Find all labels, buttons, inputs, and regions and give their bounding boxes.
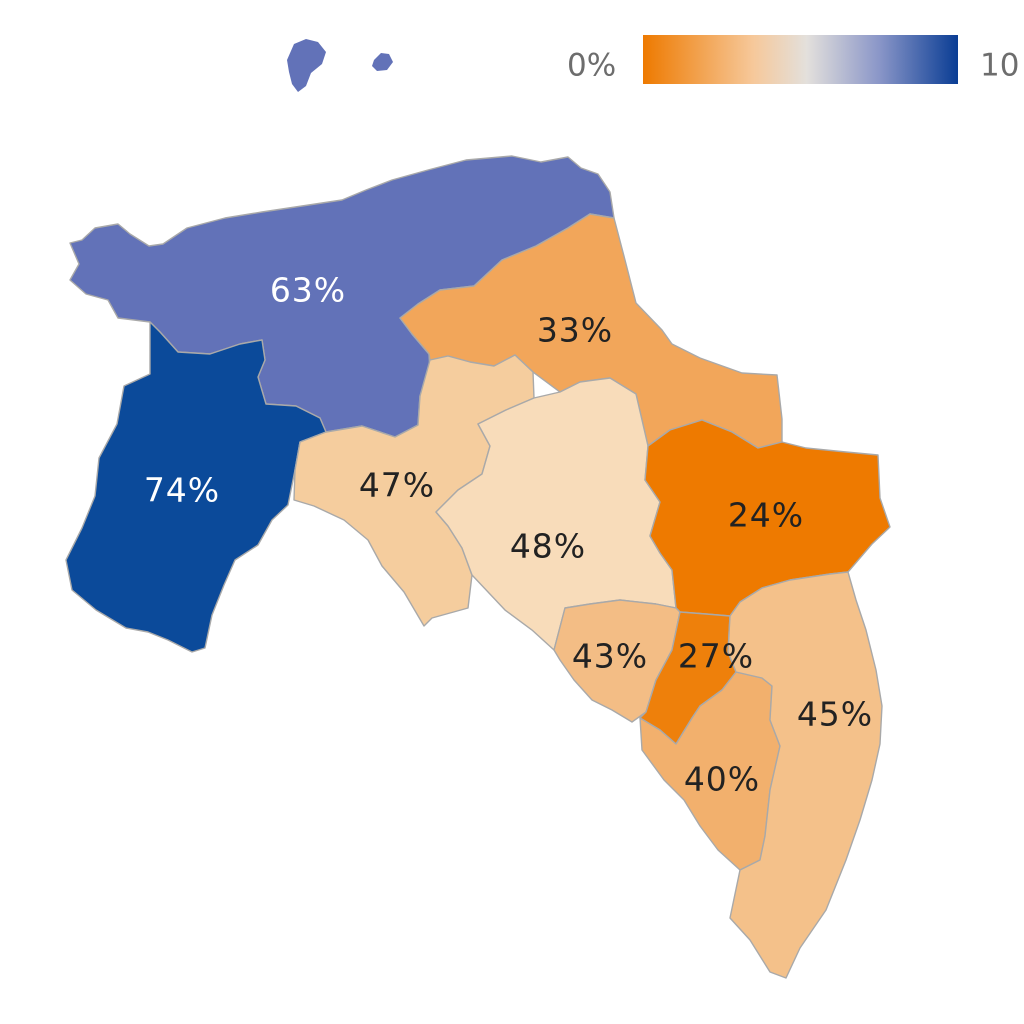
region-central-west: [293, 354, 535, 627]
island-large: [287, 39, 326, 92]
legend: 0% 10: [567, 35, 1019, 84]
region-labels: 63% 74% 33% 47% 48% 24% 43% 27% 40% 45%: [144, 271, 873, 799]
region-label-northeast: 33%: [537, 311, 613, 350]
island-small: [372, 53, 393, 71]
region-label-south-central: 27%: [678, 637, 754, 676]
legend-max-label: 10: [980, 48, 1019, 84]
region-label-east: 24%: [728, 496, 804, 535]
region-label-west: 74%: [144, 471, 220, 510]
region-label-north: 63%: [270, 271, 346, 310]
legend-gradient-bar: [643, 35, 958, 84]
region-label-south-west: 43%: [572, 637, 648, 676]
region-label-south: 40%: [684, 760, 760, 799]
legend-min-label: 0%: [567, 48, 616, 84]
region-label-southeast: 45%: [797, 695, 873, 734]
region-label-central-west: 47%: [359, 466, 435, 505]
islands: [287, 39, 393, 92]
region-southeast: [727, 571, 883, 979]
region-label-central: 48%: [510, 527, 586, 566]
regions: [65, 155, 891, 979]
region-west: [65, 321, 327, 653]
